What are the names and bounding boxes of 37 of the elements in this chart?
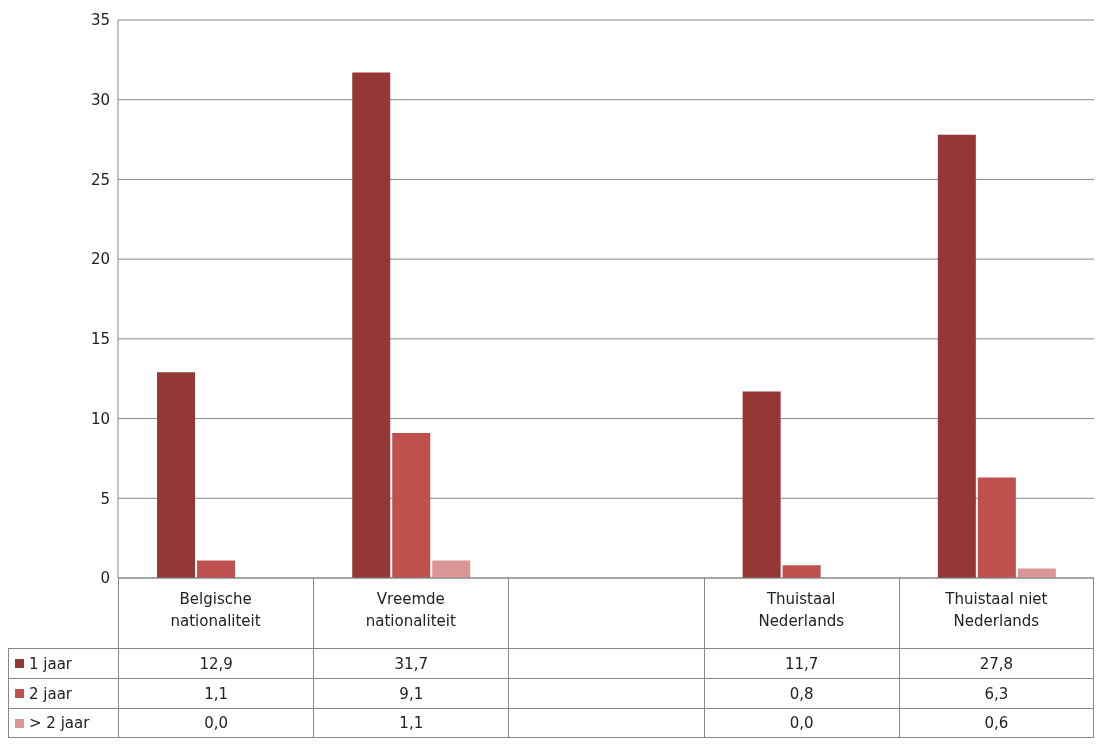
y-tick-label: 25 <box>90 170 110 189</box>
bar <box>392 432 431 578</box>
x-tick-label: Thuistaal Nederlands <box>758 590 845 630</box>
y-tick-label: 20 <box>90 250 110 269</box>
data-label: 12,9 <box>118 648 314 678</box>
legend-label: 2 jaar <box>29 684 73 703</box>
y-tick-label: 30 <box>90 91 110 110</box>
bar <box>977 477 1016 578</box>
data-label: 0,0 <box>118 708 314 738</box>
bar <box>1017 568 1056 578</box>
bar <box>782 565 821 578</box>
y-tick-label: 15 <box>90 330 110 349</box>
data-label: 9,1 <box>313 678 509 708</box>
bar <box>197 560 236 578</box>
legend-label: > 2 jaar <box>29 714 90 732</box>
data-label: 0,0 <box>703 708 899 738</box>
legend-label: 1 jaar <box>29 654 73 673</box>
bar <box>352 72 391 578</box>
data-label: 0,6 <box>898 708 1094 738</box>
data-label: 1,1 <box>313 708 509 738</box>
bar <box>937 134 976 578</box>
bar <box>157 372 196 578</box>
data-label: 31,7 <box>313 648 509 678</box>
data-label: 11,7 <box>703 648 899 678</box>
x-tick-label: Thuistaal niet Nederlands <box>944 590 1048 630</box>
bar <box>742 391 781 578</box>
y-tick-label: 0 <box>100 569 110 588</box>
bar <box>432 560 471 578</box>
x-tick-label: Vreemde nationaliteit <box>365 590 456 630</box>
data-label: 27,8 <box>898 648 1094 678</box>
y-tick-label: 5 <box>100 489 110 508</box>
y-tick-label: 35 <box>90 11 110 30</box>
data-label: 1,1 <box>118 678 314 708</box>
data-label: 0,8 <box>703 678 899 708</box>
y-tick-label: 10 <box>90 409 110 428</box>
x-tick-label: Belgische nationaliteit <box>170 590 261 630</box>
data-label: 6,3 <box>898 678 1094 708</box>
